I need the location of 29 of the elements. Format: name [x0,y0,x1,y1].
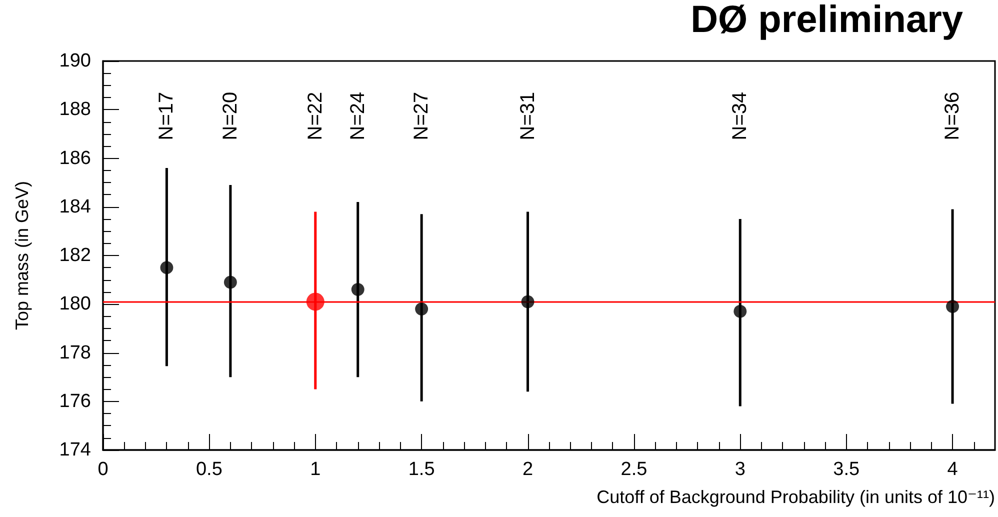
x-tick-label: 2 [522,459,534,480]
annotation: N=22 [304,92,326,140]
annotation: N=27 [410,92,433,140]
x-tick-label: 4 [947,459,958,480]
y-tick-label: 180 [59,294,91,315]
y-tick-label: 176 [59,390,91,412]
x-tick-label: 1.5 [408,459,435,480]
annotation: N=17 [156,92,178,140]
x-tick-label: 3 [734,459,746,480]
y-tick-label: 182 [59,245,91,266]
annotation: N=31 [516,92,539,140]
annotation: N=24 [346,92,369,140]
y-tick-label: 178 [59,342,91,364]
annotation: N=34 [729,92,752,140]
x-tick-label: 1 [310,459,321,480]
x-tick-label: 0.5 [196,459,222,480]
x-tick-label: 0 [98,459,108,480]
x-tick-label: 3.5 [833,459,860,480]
x-axis-title: Cutoff of Background Probability (in units of 10⁻¹¹) [596,487,995,507]
y-tick-label: 190 [59,50,91,72]
y-tick-label: 184 [59,196,92,218]
chart-title: DØ preliminary [690,0,963,41]
y-tick-label: 174 [59,440,92,460]
x-tick-label: 2.5 [620,459,648,480]
y-tick-label: 186 [59,148,91,169]
y-axis-title: Top mass (in GeV) [12,180,32,330]
y-tick-label: 188 [59,99,91,120]
annotation: N=36 [942,92,964,140]
annotation: N=20 [219,92,242,140]
